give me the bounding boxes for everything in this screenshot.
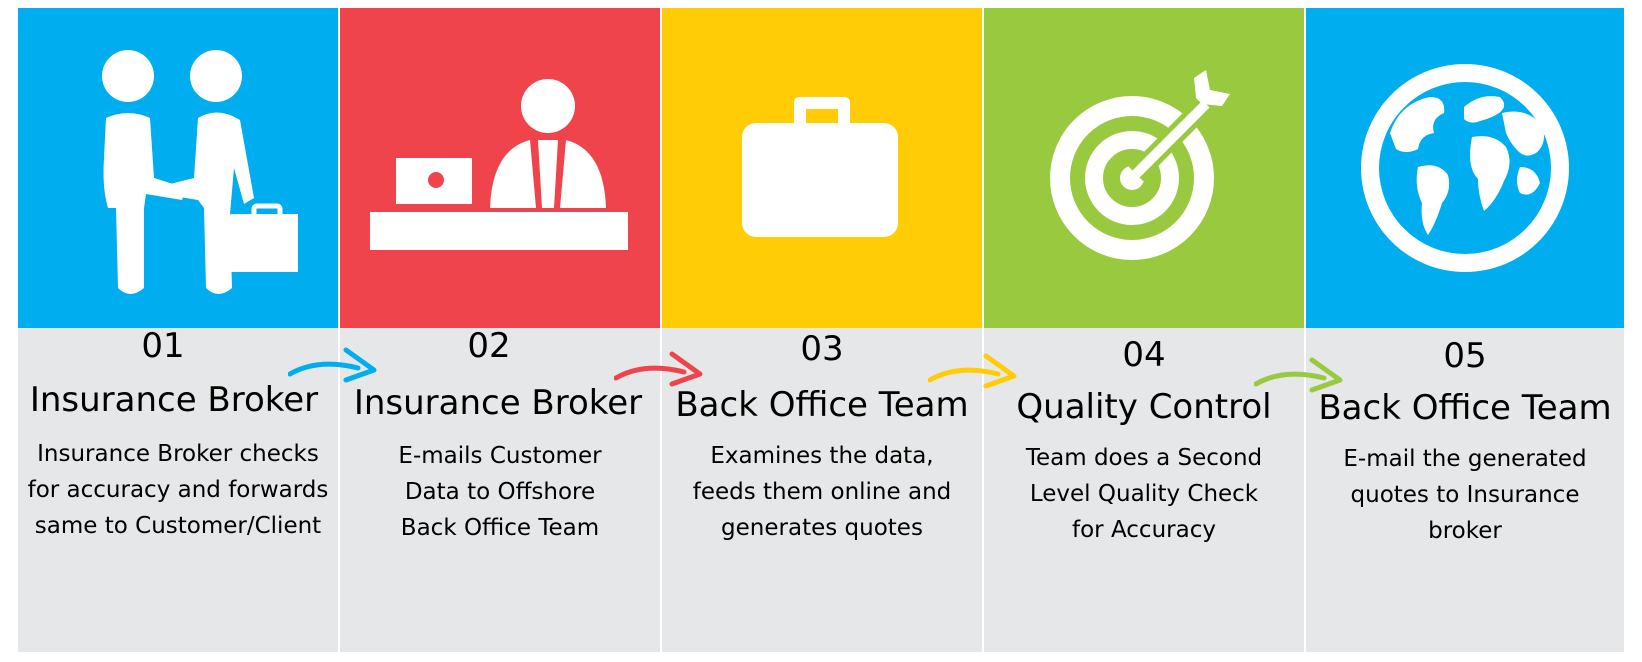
step-3-desc-line-3: generates quotes [721, 515, 923, 541]
briefcase-icon [742, 97, 898, 237]
step-4-desc-line-3: for Accuracy [1072, 517, 1216, 543]
step-1-text-panel [18, 328, 338, 652]
desk-person-icon [370, 79, 628, 250]
process-flow: 01 Insurance Broker Insurance Broker che… [18, 8, 1624, 652]
step-1-icon-panel [18, 8, 338, 328]
step-5-number: 05 [1443, 336, 1487, 376]
step-4-desc-line-2: Level Quality Check [1029, 481, 1259, 507]
step-5-icon-panel [1306, 8, 1624, 328]
step-1-desc-line-1: Insurance Broker checks [37, 441, 319, 467]
step-5-description: E-mail the generated quotes to Insurance… [1310, 441, 1620, 549]
step-3-description: Examines the data, feeds them online and… [666, 438, 978, 546]
step-2-desc-line-3: Back Office Team [400, 515, 600, 541]
step-2-desc-line-1: E-mails Customer [398, 443, 602, 469]
globe-icon [1361, 64, 1569, 272]
step-4: 04 Quality Control Team does a Second Le… [984, 8, 1306, 652]
step-2-description: E-mails Customer Data to Offshore Back O… [344, 438, 656, 546]
step-5-text-panel [1306, 328, 1624, 652]
step-3-desc-line-1: Examines the data, [710, 443, 934, 469]
step-4-title: Quality Control [1016, 387, 1272, 427]
step-3-title: Back Office Team [675, 385, 969, 425]
step-5-title: Back Office Team [1318, 388, 1612, 428]
step-4-icon-panel [984, 8, 1304, 328]
step-4-description: Team does a Second Level Quality Check f… [988, 440, 1300, 548]
step-4-number: 04 [1122, 335, 1166, 375]
step-2-text-panel [340, 328, 660, 652]
step-1-description: Insurance Broker checks for accuracy and… [22, 436, 334, 544]
step-3-icon-panel [662, 8, 982, 328]
step-1-number: 01 [141, 326, 185, 366]
arrow-icon-3 [928, 353, 1017, 389]
step-3-desc-line-2: feeds them online and [692, 479, 952, 505]
step-1-desc-line-3: same to Customer/Client [34, 513, 322, 539]
step-2-number: 02 [467, 326, 511, 366]
step-3-number: 03 [800, 329, 844, 369]
step-3: 03 Back Office Team Examines the data, f… [662, 8, 984, 652]
step-4-desc-line-1: Team does a Second [1025, 445, 1263, 471]
arrow-icon-1 [288, 347, 377, 383]
handshake-icon [102, 50, 298, 294]
step-5-desc-line-2: quotes to Insurance [1350, 482, 1580, 508]
arrow-icon-2 [614, 351, 703, 387]
step-5-desc-line-1: E-mail the generated [1343, 446, 1587, 472]
step-2-icon-panel [340, 8, 660, 328]
step-1-title: Insurance Broker [29, 380, 319, 420]
step-2: 02 Insurance Broker E-mails Customer Dat… [340, 8, 662, 652]
step-4-text-panel [984, 328, 1304, 652]
step-1-desc-line-2: for accuracy and forwards [27, 477, 329, 503]
arrow-icon-4 [1254, 357, 1343, 393]
step-5-desc-line-3: broker [1428, 518, 1502, 544]
step-1: 01 Insurance Broker Insurance Broker che… [18, 8, 340, 652]
target-icon [1050, 70, 1230, 260]
step-5: 05 Back Office Team E-mail the generated… [1306, 8, 1624, 652]
step-2-desc-line-2: Data to Offshore [404, 479, 596, 505]
step-2-title: Insurance Broker [353, 383, 643, 423]
